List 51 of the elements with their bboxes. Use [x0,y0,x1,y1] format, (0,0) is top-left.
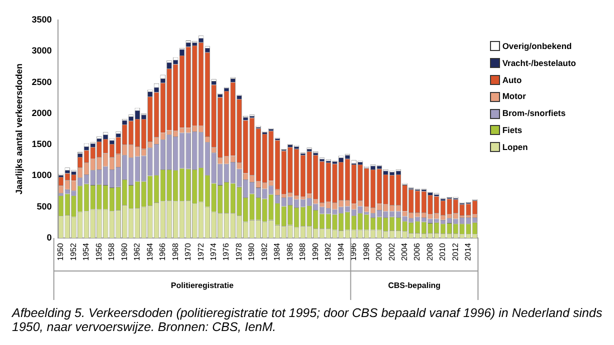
text: Afbeelding 5. Verkeersdoden (politieregistratie tot 1995; door CBS bepaald vanaf 1996) in Nederland sinds 1950, naar vervoerswijze. Bronnen: CBS, IenM. [10,306,604,334]
x-tick-label: 2008 [425,242,434,261]
x-tick-label: 1994 [336,242,346,261]
x-tick-label: 1970 [184,242,193,261]
x-tick-label: 1968 [170,242,180,261]
x-tick-label: 1972 [196,242,206,261]
x-tick-label: 1950 [56,242,66,261]
legend-label: Motor [502,90,526,104]
x-tick-label: 1998 [362,242,371,261]
x-tick-label: 1962 [132,242,142,261]
x-tick-label: 1978 [234,242,244,261]
x-tick-label: 1982 [260,242,269,261]
y-axis-title: Jaarlijks aantal verkeersdoden [14,63,24,195]
y-tick-label: 500 [36,201,52,212]
x-tick-label: 1974 [209,242,218,261]
legend-label: Brom-/snorfiets [502,107,566,120]
x-tick-label: 2002 [387,242,396,261]
x-tick-label: 2006 [412,242,422,261]
legend-label: Fiets [502,124,522,137]
x-tick-label: 1980 [247,242,256,261]
y-tick-label: 1000 [32,170,52,180]
x-tick-label: 1986 [285,242,294,261]
x-tick-label: 1992 [324,242,333,261]
legend-label: Vracht-/bestelauto [502,56,576,70]
legend-label: Lopen [502,140,528,154]
x-tick-label: 1956 [94,242,104,261]
x-tick-label: 1952 [68,242,78,261]
x-tick-label: 2014 [464,242,473,261]
x-tick-label: 1984 [272,242,282,261]
x-tick-label: 1966 [158,242,168,261]
x-tick-label: 1954 [82,242,91,261]
y-tick-label: 1500 [32,139,52,150]
x-tick-label: 2000 [374,242,384,261]
y-tick-label: 2000 [32,108,52,118]
text: Politieregistratie [170,281,234,290]
y-tick-label: 3500 [32,14,52,24]
x-tick-label: 2004 [400,242,409,261]
x-tick-label: 1958 [107,242,116,261]
text: Overig/onbekend [502,40,572,53]
y-tick-label: 0 [46,232,52,242]
x-tick-label: 1960 [120,242,129,261]
text: CBS-bepaling [388,281,441,290]
x-tick-label: 1964 [145,242,154,261]
y-tick-label: 2500 [32,76,52,87]
x-tick-label: 2010 [438,242,448,261]
x-tick-label: 1990 [310,242,320,261]
legend-label: Auto [502,74,522,87]
y-tick-label: 3000 [32,46,52,56]
x-tick-label: 2012 [450,242,460,261]
x-tick-label: 1988 [298,242,308,261]
x-tick-label: 1976 [222,242,231,261]
